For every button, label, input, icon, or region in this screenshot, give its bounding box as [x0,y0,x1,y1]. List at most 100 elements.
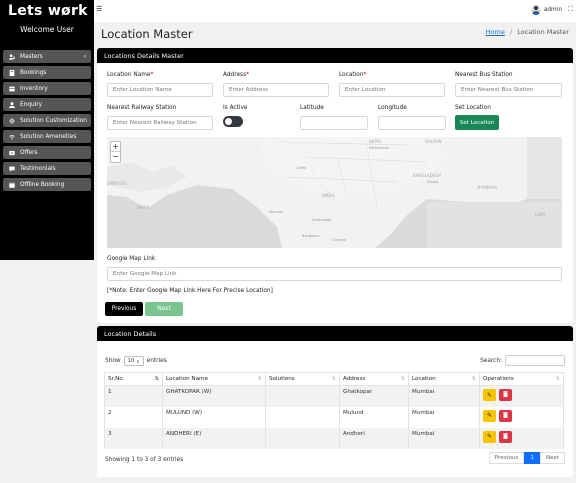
show-label: Show [105,358,121,364]
breadcrumb-home-link[interactable]: Home [485,28,505,36]
previous-button[interactable]: Previous [105,302,143,316]
is-active-toggle[interactable] [223,116,243,127]
map-label-laos: LAOS [535,212,546,217]
sidebar-item-solution-customization[interactable]: Solution Customization [3,114,91,127]
cell-location-name: ANDHERI (E) [162,427,266,449]
form-card-header: Locations Details Master [97,48,573,63]
sidebar-nav: Masters ‹ Bookings Inventory Enquiry Sol… [0,41,94,191]
col-location-name[interactable]: Location Name ⇅ [162,372,266,386]
sidebar-item-label: Solution Customization [20,117,87,124]
search-input[interactable] [505,355,565,366]
sidebar-item-bookings[interactable]: Bookings [3,66,91,79]
sidebar-item-inventory[interactable]: Inventory [3,82,91,95]
fullscreen-icon[interactable]: ⛶ [568,5,573,13]
cell-sr-no: 1 [104,385,163,407]
gear-icon [9,117,15,124]
breadcrumb-separator: / [509,28,513,36]
location-details-card: Location Details Show 10 ⇕ entries Search… [97,326,573,477]
delete-button[interactable] [499,409,512,422]
topbar [94,0,576,22]
map-label-mumbai: Mumbai [269,210,283,214]
sidebar-item-offline-booking[interactable]: Offline Booking [3,178,91,191]
edit-button[interactable]: ✎ [483,409,496,422]
col-address[interactable]: Address ⇅ [339,372,409,386]
sidebar-item-offers[interactable]: Offers [3,146,91,159]
hamburger-menu-icon[interactable]: ☰ [96,5,103,13]
map-label-bhutan: BHUTAN [425,139,442,144]
latitude-input[interactable] [300,116,368,130]
delete-button[interactable] [499,430,512,443]
pagination-previous[interactable]: Previous [488,452,525,464]
username: admin [543,7,562,13]
col-location[interactable]: Location ⇅ [408,372,480,386]
page-title: Location Master [101,27,193,41]
col-sr-no[interactable]: Sr.No. ⇅ [104,372,163,386]
pagination-page-1[interactable]: 1 [524,452,540,464]
set-location-button[interactable]: Set Location [455,115,499,130]
trash-icon [503,432,508,441]
zoom-in-button[interactable]: + [111,142,120,152]
sidebar-item-testimonials[interactable]: Testimonials [3,162,91,175]
sidebar: Lets wørk Welcome User Masters ‹ Booking… [0,0,94,260]
map-label-nepal: NEPAL [369,139,382,144]
map-view[interactable]: NEPAL Kathmandu BHUTAN BANGLADESH Dhaka … [107,137,562,248]
col-operations[interactable]: Operations ⇅ [479,372,564,386]
nearest-railway-label: Nearest Railway Station [107,105,177,111]
cell-operations: ✎ [479,427,564,449]
delete-button[interactable] [499,389,512,401]
cell-location: Mumbai [408,406,480,428]
brand-logo[interactable]: Lets wørk [8,3,88,19]
sort-asc-icon: ⇅ [154,376,159,382]
set-location-label: Set Location [455,105,491,111]
pencil-icon: ✎ [486,391,493,399]
edit-button[interactable]: ✎ [483,430,496,443]
map-link-input[interactable]: Enter Google Map Link [107,267,562,281]
cell-solutions [265,427,340,449]
breadcrumb: Home / Location Master [486,28,569,36]
pencil-icon: ✎ [486,433,493,440]
cell-operations: ✎ [479,406,564,428]
location-form-card: Locations Details Master Location Name* … [97,48,573,323]
sidebar-item-solution-ameneties[interactable]: Solution Ameneties [3,130,91,143]
cell-location: Mumbai [408,427,480,449]
nearest-bus-input[interactable]: Enter Nearest Bus Station [455,83,562,97]
cell-solutions [265,406,340,428]
cell-location-name: GHATKOPAR (W) [162,385,266,407]
entries-select[interactable]: 10 ⇕ [123,356,144,366]
map-label-delhi: Delhi [297,166,306,170]
address-input[interactable]: Enter Address [223,83,329,97]
table-row: 3 ANDHERI (E) Andheri Mumbai ✎ [104,427,564,449]
nearest-railway-input[interactable]: Enter Nearest Railway Station [107,116,213,130]
nearest-bus-label: Nearest Bus Station [455,72,513,78]
longitude-input[interactable] [378,116,446,130]
location-name-input[interactable]: Enter Location Name [107,83,213,97]
comment-icon [9,166,15,172]
sort-icon: ⇅ [555,376,560,382]
trash-icon [503,391,508,399]
pagination-next[interactable]: Next [539,452,565,464]
sidebar-item-enquiry[interactable]: Enquiry [3,98,91,111]
map-link-label: Google Map Link [107,256,156,262]
sidebar-item-label: Bookings [20,69,47,76]
sidebar-item-masters[interactable]: Masters ‹ [3,50,91,63]
edit-button[interactable]: ✎ [483,389,496,401]
entries-length-control: Show 10 ⇕ entries [105,356,167,366]
user-menu[interactable]: admin [530,5,562,15]
zoom-out-button[interactable]: − [112,152,119,161]
chevron-left-icon: ‹ [83,53,86,60]
next-button[interactable]: Next [145,302,183,316]
pencil-icon: ✎ [486,412,493,419]
cell-address: Mulund [339,406,409,428]
wifi-icon [9,134,15,140]
cell-solutions [265,385,340,407]
map-zoom-control: + − [110,141,121,163]
col-solutions[interactable]: Solutions ⇅ [265,372,340,386]
cell-location-name: MULUND (W) [162,406,266,428]
location-input[interactable]: Enter Location [339,83,445,97]
table-row: 2 MULUND (W) Mulund Mumbai ✎ [104,406,564,428]
map-label-india: INDIA [322,193,335,199]
latitude-label: Latitude [300,105,324,111]
select-arrows-icon: ⇕ [136,358,140,364]
sort-icon: ⇅ [400,376,405,382]
box-icon [9,86,15,92]
